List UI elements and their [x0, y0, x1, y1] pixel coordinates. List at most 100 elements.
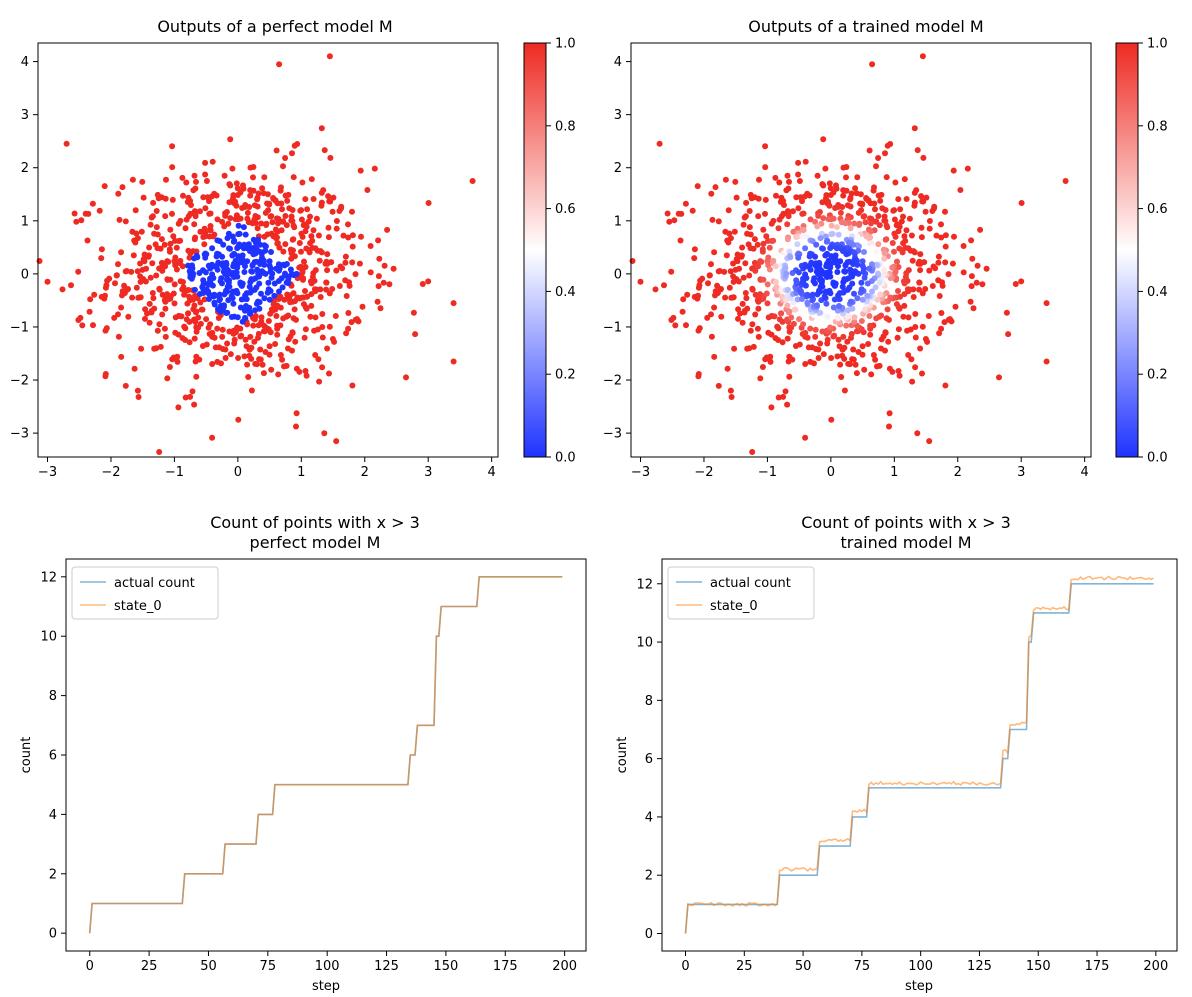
scatter-point	[173, 244, 180, 251]
scatter-point	[324, 260, 330, 267]
scatter-point	[326, 290, 333, 297]
scatter-point	[199, 306, 206, 313]
scatter-point	[882, 236, 889, 243]
scatter-point	[773, 279, 779, 285]
scatter-point	[983, 265, 990, 272]
scatter-point	[759, 248, 766, 255]
scatter-point	[271, 292, 278, 299]
scatter-point	[367, 269, 374, 276]
scatter-point	[302, 304, 309, 311]
scatter-point	[866, 313, 873, 319]
scatter-point	[699, 275, 706, 282]
scatter-point	[230, 274, 237, 280]
scatter-points	[36, 53, 476, 455]
scatter-point	[901, 233, 908, 240]
scatter-point	[911, 125, 918, 132]
scatter-point	[828, 355, 835, 361]
scatter-point	[876, 279, 883, 286]
scatter-point	[214, 266, 221, 273]
scatter-point	[237, 279, 244, 286]
scatter-point	[207, 227, 213, 234]
scatter-point	[170, 290, 177, 297]
scatter-point	[917, 267, 924, 274]
scatter-point	[933, 232, 940, 239]
series-lines	[88, 576, 563, 934]
scatter-point	[275, 220, 281, 227]
scatter-point	[772, 174, 779, 181]
scatter-point	[191, 302, 198, 309]
scatter-point	[313, 215, 320, 222]
scatter-point	[156, 265, 163, 272]
scatter-point	[75, 317, 82, 323]
scatter-point	[293, 423, 299, 430]
scatter-point	[340, 232, 347, 239]
scatter-point	[918, 193, 925, 200]
scatter-point	[254, 196, 261, 203]
x-tick-label: 50	[795, 959, 812, 974]
scatter-point	[839, 204, 846, 210]
scatter-point	[908, 232, 915, 239]
scatter-point	[235, 416, 242, 423]
y-tick-label: 4	[614, 55, 622, 70]
scatter-point	[169, 356, 176, 363]
scatter-point	[300, 275, 307, 282]
scatter-point	[241, 269, 248, 275]
scatter-point	[282, 155, 289, 161]
scatter-point	[258, 290, 264, 297]
scatter-point	[727, 235, 734, 242]
scatter-point	[820, 215, 827, 222]
colorbar-tick-label: 0.2	[1147, 368, 1168, 383]
scatter-point	[327, 154, 334, 161]
scatter-point	[809, 344, 816, 351]
x-tick-label: 200	[552, 959, 577, 974]
scatter-point	[102, 373, 109, 380]
scatter-point	[121, 282, 128, 289]
scatter-point	[282, 213, 289, 219]
scatter-point	[847, 196, 854, 203]
scatter-point	[247, 333, 254, 340]
scatter-point	[771, 313, 778, 320]
scatter-point	[851, 220, 858, 227]
scatter-point	[154, 231, 161, 238]
scatter-point	[912, 324, 919, 330]
legend-box	[71, 566, 219, 620]
scatter-point	[666, 218, 673, 225]
scatter-point	[412, 331, 419, 338]
scatter-point	[784, 302, 791, 309]
scatter-point	[740, 221, 747, 228]
y-tick-label: 2	[49, 867, 57, 882]
scatter-point	[211, 301, 218, 308]
scatter-point	[760, 226, 767, 233]
scatter-point	[425, 200, 432, 206]
scatter-point	[695, 292, 701, 299]
scatter-point	[296, 240, 303, 246]
scatter-point	[754, 325, 761, 332]
scatter-point	[941, 319, 948, 326]
scatter-point	[679, 308, 686, 315]
scatter-point	[792, 306, 799, 313]
scatter-point	[787, 254, 794, 261]
scatter-point	[802, 434, 809, 441]
scatter-point	[130, 252, 137, 259]
scatter-point	[122, 218, 129, 225]
scatter-point	[209, 245, 216, 252]
scatter-point	[790, 228, 797, 235]
scatter-point	[831, 332, 838, 339]
scatter-point	[158, 236, 165, 243]
scatter-point	[306, 249, 313, 256]
scatter-point	[199, 343, 206, 349]
scatter-point	[886, 410, 893, 417]
scatter-point	[182, 394, 189, 401]
scatter-point	[162, 305, 169, 312]
y-tick-label: 3	[614, 108, 622, 123]
scatter-point	[782, 388, 789, 395]
scatter-point	[268, 213, 275, 220]
scatter-point	[311, 277, 318, 284]
scatter-point	[911, 189, 918, 196]
scatter-point	[214, 216, 221, 223]
scatter-point	[244, 215, 251, 222]
scatter-point	[146, 244, 153, 251]
scatter-point	[1018, 278, 1025, 285]
scatter-point	[678, 210, 685, 217]
scatter-point	[850, 346, 857, 353]
